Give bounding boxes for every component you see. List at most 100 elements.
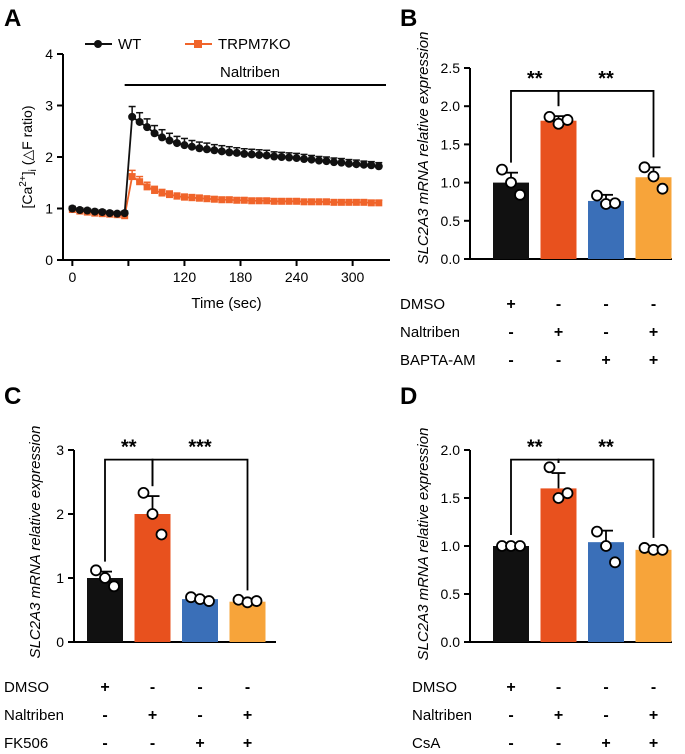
d-dot (552, 492, 565, 504)
panel-letter-d: D (400, 383, 417, 410)
a-xtick-label: 300 (341, 269, 365, 285)
d-ylabel-gene: SLC2A3 (415, 604, 432, 661)
d-treatment-sign: - (556, 679, 561, 696)
a-point-ko (293, 197, 301, 205)
panel-letter-a: A (4, 5, 21, 32)
a-xlabel: Time (sec) (191, 295, 261, 312)
d-dot (543, 461, 556, 474)
panel-a-ylabel-mid: ] (19, 171, 35, 175)
b-ytick-label: 0.0 (441, 251, 461, 267)
a-point-ko (143, 183, 151, 191)
a-point-wt (285, 153, 294, 162)
c-sig-label: *** (188, 437, 212, 459)
a-point-ko (128, 173, 136, 181)
d-treatment-sign: + (649, 707, 658, 724)
d-treatment-label: DMSO (412, 679, 457, 696)
d-ytick-label: 0.0 (441, 634, 461, 650)
a-xtick-label: 240 (285, 269, 309, 285)
legend-wt-marker (94, 40, 102, 48)
a-point-ko (375, 199, 383, 207)
a-point-wt (187, 142, 196, 151)
d-treatment-sign: + (554, 707, 563, 724)
a-point-ko (255, 197, 263, 205)
a-point-ko (285, 197, 293, 205)
a-xtick-label: 180 (229, 269, 253, 285)
panel-letter-c: C (4, 383, 21, 410)
c-dot (146, 508, 159, 520)
a-point-ko (233, 196, 241, 204)
a-point-ko (195, 194, 203, 202)
d-bar-1 (493, 546, 529, 642)
a-point-wt (329, 158, 338, 167)
a-point-wt (75, 206, 84, 215)
a-xtick-label: 0 (68, 269, 76, 285)
a-point-wt (158, 133, 167, 142)
c-dot (108, 580, 120, 593)
c-treatment-sign: - (197, 707, 202, 724)
a-xtick-label: 120 (173, 269, 197, 285)
d-treatment-sign: + (601, 735, 610, 752)
a-point-ko (263, 197, 271, 205)
b-sig-label: ** (598, 68, 614, 90)
a-point-wt (359, 160, 368, 169)
c-bar-3 (182, 599, 218, 642)
panel-a: [Ca2+]i (△F ratio) WT TRPM7KO Naltriben (18, 36, 291, 208)
a-point-ko (345, 198, 353, 206)
legend-ko-label: TRPM7KO (218, 36, 291, 53)
d-treatment-sign: - (651, 679, 656, 696)
d-ytick-label: 1.5 (441, 490, 461, 506)
b-treatment-sign: + (554, 324, 563, 341)
c-dot (137, 486, 150, 499)
c-sig-bracket (151, 458, 249, 591)
a-point-ko (210, 195, 218, 203)
a-point-wt (143, 123, 152, 132)
d-bar-2 (540, 488, 577, 642)
c-ylabel: SLC2A3 mRNA relative expression (27, 426, 44, 659)
a-point-wt (135, 117, 144, 126)
a-point-wt (83, 206, 92, 215)
d-sig-bracket (557, 458, 655, 538)
b-ytick-label: 0.5 (441, 213, 461, 229)
c-treatment-sign: + (195, 735, 204, 752)
c-dot (90, 564, 102, 577)
a-point-wt (172, 139, 181, 148)
a-point-wt (314, 156, 323, 165)
d-dot (609, 556, 621, 569)
d-treatment-label: Naltriben (412, 707, 472, 724)
d-treatment-sign: - (603, 679, 608, 696)
a-point-wt (352, 160, 361, 169)
a-ytick-label: 1 (45, 201, 53, 217)
a-point-ko (337, 198, 345, 206)
naltriben-label: Naltriben (220, 64, 280, 81)
a-point-ko (270, 197, 278, 205)
a-point-wt (270, 152, 279, 161)
b-treatment-sign: + (506, 296, 515, 313)
a-point-wt (277, 153, 286, 161)
c-treatment-label: DMSO (4, 679, 49, 696)
b-dot (638, 161, 651, 174)
a-point-wt (247, 150, 256, 159)
b-treatment-sign: - (603, 324, 608, 341)
a-point-wt (195, 144, 204, 153)
b-dot (561, 114, 574, 126)
c-treatment-sign: + (148, 707, 157, 724)
c-ytick-label: 2 (56, 506, 64, 522)
d-ytick-label: 2.0 (441, 442, 461, 458)
b-ytick-label: 1.5 (441, 136, 461, 152)
d-treatment-sign: - (508, 707, 513, 724)
d-sig-label: ** (598, 437, 614, 459)
c-ylabel-gene: SLC2A3 (27, 602, 44, 659)
a-point-ko (203, 195, 211, 203)
c-dot (99, 572, 111, 584)
c-sig-label: ** (121, 437, 137, 459)
c-bar-4 (229, 601, 266, 642)
a-point-wt (262, 151, 271, 160)
legend-ko-marker (194, 40, 202, 48)
b-ytick-label: 2.0 (441, 98, 461, 114)
a-point-wt (292, 154, 301, 163)
a-point-wt (105, 209, 114, 218)
b-ylabel-gene: SLC2A3 (415, 208, 432, 265)
a-point-wt (90, 207, 99, 216)
